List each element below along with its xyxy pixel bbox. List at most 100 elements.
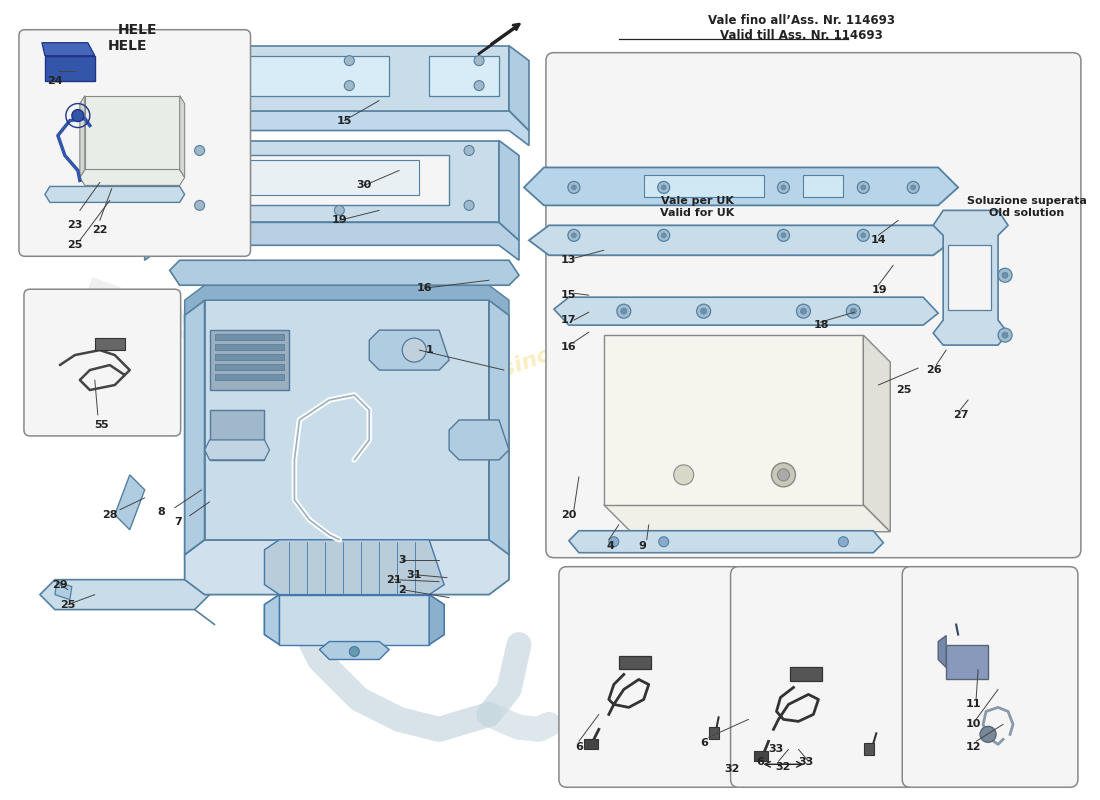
Polygon shape	[938, 635, 946, 667]
Text: Vale fino all’Ass. Nr. 114693
Valid till Ass. Nr. 114693: Vale fino all’Ass. Nr. 114693 Valid till…	[708, 14, 895, 42]
Polygon shape	[499, 141, 519, 240]
Circle shape	[72, 110, 84, 122]
Text: 11: 11	[966, 699, 981, 710]
Polygon shape	[214, 364, 285, 370]
Circle shape	[701, 308, 706, 314]
Text: 3: 3	[398, 554, 406, 565]
Polygon shape	[145, 222, 519, 260]
Polygon shape	[210, 425, 216, 510]
Circle shape	[568, 230, 580, 242]
Text: 19: 19	[871, 286, 887, 295]
FancyBboxPatch shape	[24, 290, 180, 436]
Polygon shape	[220, 155, 449, 206]
Text: 7: 7	[174, 517, 182, 526]
Circle shape	[658, 182, 670, 194]
Text: 4: 4	[607, 541, 615, 550]
Polygon shape	[264, 594, 279, 645]
Circle shape	[778, 230, 790, 242]
Polygon shape	[604, 335, 864, 505]
Text: 1: 1	[426, 345, 433, 355]
Circle shape	[801, 308, 806, 314]
Circle shape	[846, 304, 860, 318]
Polygon shape	[185, 540, 509, 594]
Polygon shape	[145, 141, 165, 240]
Polygon shape	[429, 56, 499, 95]
Circle shape	[781, 233, 786, 238]
Polygon shape	[214, 334, 285, 340]
Circle shape	[998, 268, 1012, 282]
Text: EUROSPARES: EUROSPARES	[543, 309, 914, 451]
Circle shape	[911, 185, 915, 190]
Text: 25: 25	[60, 600, 76, 610]
Polygon shape	[45, 56, 95, 81]
Polygon shape	[185, 286, 509, 315]
Circle shape	[568, 182, 580, 194]
Polygon shape	[214, 374, 285, 380]
Polygon shape	[140, 110, 529, 146]
Circle shape	[205, 81, 214, 90]
Polygon shape	[140, 46, 159, 126]
Circle shape	[908, 182, 920, 194]
Text: 5: 5	[94, 420, 101, 430]
Bar	[95, 338, 124, 350]
Polygon shape	[80, 170, 185, 186]
Polygon shape	[205, 440, 270, 460]
Polygon shape	[429, 594, 444, 645]
Polygon shape	[210, 410, 264, 460]
Circle shape	[195, 200, 205, 210]
Bar	[754, 751, 768, 762]
Polygon shape	[114, 475, 145, 530]
Text: 30: 30	[356, 181, 372, 190]
Text: 14: 14	[870, 235, 886, 246]
Polygon shape	[370, 330, 449, 370]
Circle shape	[838, 537, 848, 546]
Polygon shape	[319, 642, 389, 659]
Text: HELE: HELE	[118, 22, 157, 37]
Text: 9: 9	[639, 541, 647, 550]
Polygon shape	[948, 246, 991, 310]
Text: 12: 12	[966, 742, 981, 752]
Polygon shape	[803, 175, 844, 198]
FancyBboxPatch shape	[546, 53, 1081, 558]
Text: 5: 5	[100, 420, 108, 430]
Bar	[584, 739, 597, 750]
Circle shape	[350, 646, 360, 657]
Text: 31: 31	[407, 570, 422, 580]
Polygon shape	[55, 582, 72, 600]
Circle shape	[464, 146, 474, 155]
Polygon shape	[264, 540, 444, 594]
Circle shape	[980, 726, 997, 742]
Polygon shape	[509, 46, 529, 130]
Text: 25: 25	[67, 240, 82, 250]
Circle shape	[661, 185, 667, 190]
Circle shape	[344, 56, 354, 66]
Circle shape	[608, 537, 619, 546]
Circle shape	[661, 233, 667, 238]
Circle shape	[474, 56, 484, 66]
Bar	[619, 655, 651, 670]
Polygon shape	[604, 505, 890, 532]
Polygon shape	[210, 56, 389, 95]
Polygon shape	[165, 141, 499, 222]
Circle shape	[571, 185, 576, 190]
Circle shape	[571, 233, 576, 238]
Text: 22: 22	[92, 226, 108, 235]
Circle shape	[205, 56, 214, 66]
Text: 23: 23	[67, 220, 82, 230]
Polygon shape	[179, 95, 185, 178]
Text: 33: 33	[769, 744, 784, 754]
Text: 13: 13	[561, 255, 576, 266]
Circle shape	[1002, 332, 1008, 338]
Polygon shape	[45, 186, 185, 202]
Circle shape	[620, 308, 627, 314]
Text: EUROSPARES: EUROSPARES	[66, 274, 513, 486]
Text: a partner part since 1985: a partner part since 1985	[326, 316, 632, 444]
Circle shape	[857, 182, 869, 194]
Polygon shape	[85, 95, 179, 170]
Text: 17: 17	[561, 315, 576, 325]
Circle shape	[673, 465, 694, 485]
Text: 32: 32	[776, 762, 791, 772]
Text: 18: 18	[813, 320, 829, 330]
Text: 21: 21	[386, 574, 402, 585]
Text: 28: 28	[102, 510, 118, 520]
